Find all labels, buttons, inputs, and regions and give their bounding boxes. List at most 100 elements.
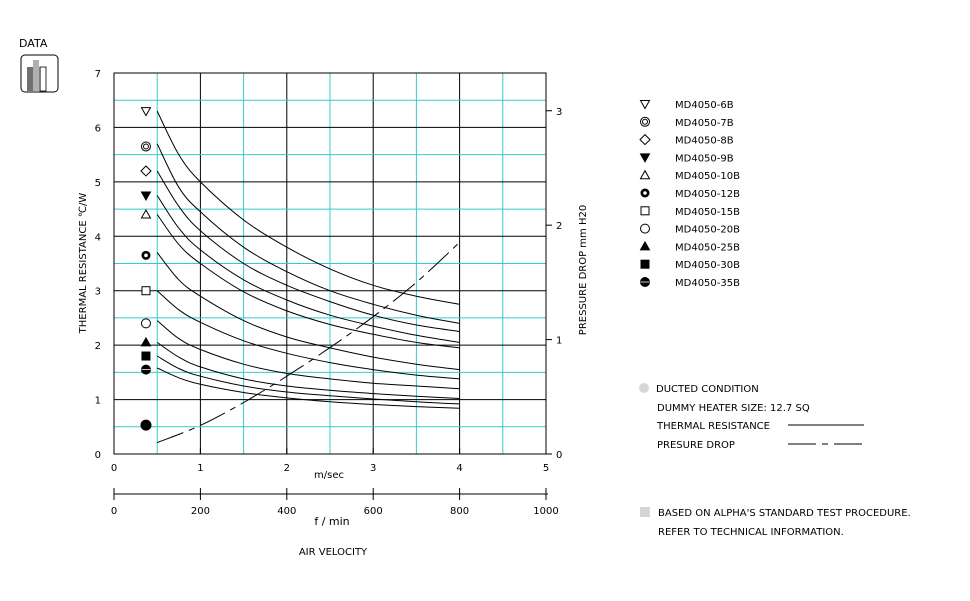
legend-item: MD4050-7B — [640, 116, 734, 129]
start-marker-md4050-6b — [140, 107, 152, 117]
y2-axis-title: PRESSURE DROP mm H20 — [578, 205, 589, 335]
thermal-resistance-key-text: THERMAL RESISTANCE — [656, 421, 770, 432]
legend-marker-md4050-12b — [640, 188, 650, 198]
start-marker-md4050-9b — [140, 191, 152, 201]
y2-tick-label: 0 — [556, 450, 562, 461]
series-line-md4050-9b — [156, 195, 460, 343]
pressure-drop-start-marker — [140, 419, 152, 431]
y2-tick-label: 3 — [556, 107, 562, 118]
y-tick-label: 3 — [95, 287, 101, 298]
series-line-md4050-25b — [156, 341, 460, 399]
legend-item: MD4050-8B — [639, 133, 734, 147]
x-tick-labels: 0 1 2 3 4 5 — [111, 463, 549, 474]
fmin-tick-label: 0 — [111, 506, 117, 517]
legend-label: MD4050-25B — [675, 242, 740, 253]
legend-marker-md4050-25b — [639, 240, 651, 251]
fmin-tick-label: 200 — [191, 506, 210, 517]
pressure-drop-layer — [140, 241, 460, 444]
y-tick-label: 5 — [95, 178, 101, 189]
refer-text: REFER TO TECHNICAL INFORMATION. — [658, 527, 844, 538]
legend-label: MD4050-7B — [675, 118, 734, 129]
data-badge: DATA — [19, 37, 59, 93]
ducted-condition-text: DUCTED CONDITION — [656, 384, 759, 395]
y2-tick-label: 1 — [556, 336, 562, 347]
fmin-tick-label: 1000 — [533, 506, 558, 517]
heater-size-text: DUMMY HEATER SIZE: 12.7 SQ — [657, 403, 810, 414]
legend-label: MD4050-30B — [675, 260, 740, 271]
based-bullet — [640, 507, 650, 517]
start-marker-md4050-25b — [140, 336, 152, 347]
notes-block: DUCTED CONDITION DUMMY HEATER SIZE: 12.7… — [639, 383, 911, 538]
legend-marker-md4050-10b — [639, 169, 651, 180]
fmin-tick-label: 400 — [277, 506, 296, 517]
start-marker-md4050-8b — [140, 165, 152, 177]
x-tick-label: 5 — [543, 463, 549, 474]
legend-item: MD4050-10B — [639, 169, 740, 182]
y-tick-label: 7 — [95, 69, 101, 80]
based-on-text: BASED ON ALPHA'S STANDARD TEST PROCEDURE… — [658, 508, 911, 519]
series-line-md4050-15b — [156, 290, 460, 380]
y-tick-label: 2 — [95, 341, 101, 352]
series-line-md4050-20b — [156, 320, 460, 390]
legend-item: MD4050-35B — [640, 277, 740, 289]
y-tick-label: 4 — [95, 232, 101, 243]
legend-marker-md4050-20b — [640, 223, 650, 234]
legend-marker-md4050-9b — [639, 153, 651, 163]
legend-item: MD4050-9B — [639, 153, 734, 164]
pressure-drop-key-text: PRESURE DROP — [657, 440, 735, 451]
y2-tick-labels: 0 1 2 3 — [556, 107, 562, 461]
legend-label: MD4050-35B — [675, 278, 740, 289]
start-marker-md4050-7b — [140, 141, 151, 152]
y-tick-labels: 0 1 2 3 4 5 6 7 — [95, 69, 101, 461]
plot-frame — [113, 72, 547, 455]
legend-marker-md4050-7b — [640, 116, 650, 127]
legend-item: MD4050-12B — [640, 188, 740, 200]
series-start-markers — [140, 107, 152, 375]
start-marker-md4050-20b — [140, 318, 151, 329]
x-tick-label: 3 — [370, 463, 376, 474]
fmin-tick-label: 600 — [364, 506, 383, 517]
x-axis-title-msec: m/sec — [314, 470, 344, 481]
series-line-md4050-30b — [156, 355, 460, 405]
y-tick-label: 0 — [95, 450, 101, 461]
legend-label: MD4050-12B — [675, 189, 740, 200]
series-line-md4050-6b — [156, 110, 460, 305]
legend-label: MD4050-6B — [675, 100, 734, 111]
legend-item: MD4050-30B — [640, 259, 740, 271]
legend-item: MD4050-6B — [639, 100, 734, 111]
badge-label: DATA — [19, 37, 48, 50]
legend-label: MD4050-8B — [675, 136, 734, 147]
chart-grid — [113, 73, 552, 455]
legend-item: MD4050-15B — [640, 206, 740, 218]
start-marker-md4050-30b — [141, 351, 151, 361]
legend-item: MD4050-25B — [639, 240, 740, 253]
legend-label: MD4050-9B — [675, 153, 734, 164]
legend-marker-md4050-8b — [639, 133, 651, 146]
bar-chart-icon — [20, 54, 59, 93]
legend-marker-md4050-30b — [640, 259, 650, 269]
series-line-md4050-10b — [156, 214, 460, 349]
x-axis-title-fmin: f / min — [314, 515, 349, 528]
series-curves — [156, 110, 460, 409]
legend-item: MD4050-20B — [640, 223, 740, 236]
start-marker-md4050-35b — [140, 364, 151, 375]
start-marker-md4050-12b — [141, 250, 151, 260]
series-line-md4050-35b — [156, 367, 460, 409]
legend: MD4050-6B MD4050-7B MD4050-8B MD4050-9B MD40… — [639, 100, 740, 289]
x-axis-title-main: AIR VELOCITY — [299, 547, 368, 558]
x-tick-label: 2 — [284, 463, 290, 474]
y2-tick-label: 2 — [556, 221, 562, 232]
legend-marker-md4050-15b — [640, 206, 650, 216]
ducted-bullet — [639, 383, 649, 393]
legend-label: MD4050-10B — [675, 171, 740, 182]
legend-label: MD4050-20B — [675, 225, 740, 236]
fmin-tick-labels: 0 200 400 600 800 1000 — [111, 506, 559, 517]
fmin-tick-label: 800 — [450, 506, 469, 517]
x-tick-label: 1 — [197, 463, 203, 474]
series-line-md4050-7b — [156, 143, 460, 324]
legend-marker-md4050-6b — [639, 100, 651, 110]
start-marker-md4050-15b — [141, 286, 151, 296]
series-line-md4050-8b — [156, 170, 460, 332]
pressure-drop-line — [157, 241, 460, 444]
